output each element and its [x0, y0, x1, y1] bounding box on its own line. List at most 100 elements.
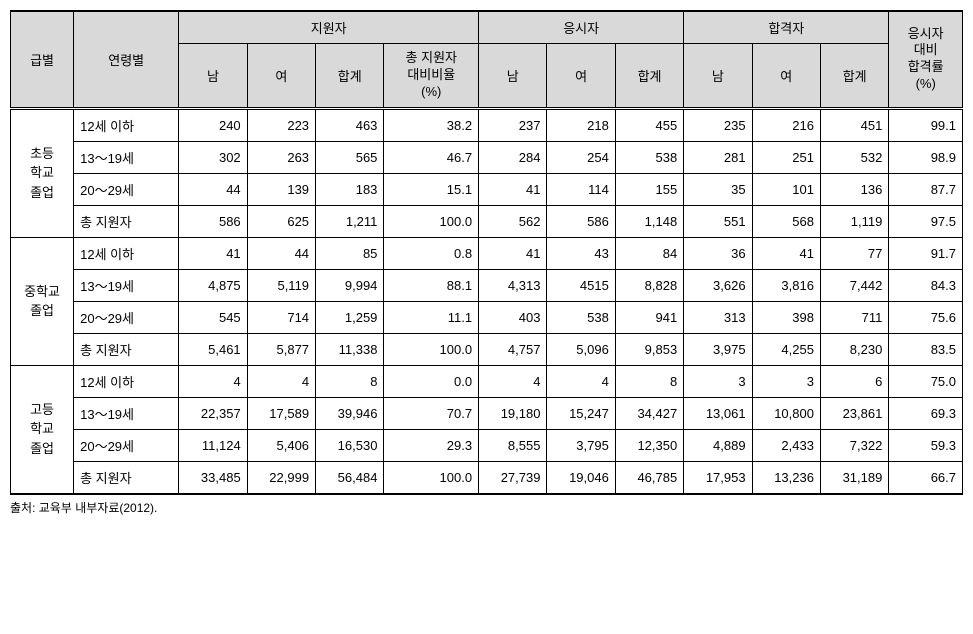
value-cell: 223	[247, 108, 315, 141]
table-row: 고등학교졸업12세 이하4480.044833675.0	[11, 365, 963, 397]
table-row: 13～19세30226356546.728425453828125153298.…	[11, 141, 963, 173]
value-cell: 586	[547, 205, 615, 237]
table-row: 총 지원자5,4615,87711,338100.04,7575,0969,85…	[11, 333, 963, 365]
value-cell: 4	[247, 365, 315, 397]
value-cell: 35	[684, 173, 752, 205]
value-cell: 44	[247, 237, 315, 269]
age-cell: 총 지원자	[74, 333, 179, 365]
value-cell: 8,555	[479, 429, 547, 461]
header-grade: 급별	[11, 11, 74, 108]
value-cell: 23,861	[820, 397, 888, 429]
value-cell: 263	[247, 141, 315, 173]
value-cell: 216	[752, 108, 820, 141]
value-cell: 403	[479, 301, 547, 333]
value-cell: 1,148	[615, 205, 683, 237]
value-cell: 941	[615, 301, 683, 333]
grade-cell: 중학교졸업	[11, 237, 74, 365]
value-cell: 2,433	[752, 429, 820, 461]
value-cell: 38.2	[384, 108, 479, 141]
value-cell: 302	[179, 141, 247, 173]
header-pass-rate: 응시자대비합격률(%)	[889, 11, 963, 108]
value-cell: 88.1	[384, 269, 479, 301]
header-ratio: 총 지원자대비비율(%)	[384, 44, 479, 109]
value-cell: 4,313	[479, 269, 547, 301]
header-pass-female: 여	[752, 44, 820, 109]
value-cell: 3	[752, 365, 820, 397]
value-cell: 70.7	[384, 397, 479, 429]
value-cell: 4,875	[179, 269, 247, 301]
value-cell: 565	[316, 141, 384, 173]
value-cell: 5,119	[247, 269, 315, 301]
header-exam-total: 합계	[615, 44, 683, 109]
age-cell: 총 지원자	[74, 461, 179, 494]
value-cell: 22,357	[179, 397, 247, 429]
value-cell: 75.0	[889, 365, 963, 397]
value-cell: 136	[820, 173, 888, 205]
value-cell: 56,484	[316, 461, 384, 494]
value-cell: 3,795	[547, 429, 615, 461]
value-cell: 254	[547, 141, 615, 173]
header-applicants: 지원자	[179, 11, 479, 44]
age-cell: 20～29세	[74, 173, 179, 205]
table-row: 초등학교졸업12세 이하24022346338.2237218455235216…	[11, 108, 963, 141]
value-cell: 538	[547, 301, 615, 333]
value-cell: 11,338	[316, 333, 384, 365]
age-cell: 13～19세	[74, 269, 179, 301]
value-cell: 91.7	[889, 237, 963, 269]
value-cell: 8	[316, 365, 384, 397]
value-cell: 538	[615, 141, 683, 173]
value-cell: 455	[615, 108, 683, 141]
header-pass-male: 남	[684, 44, 752, 109]
value-cell: 84.3	[889, 269, 963, 301]
value-cell: 155	[615, 173, 683, 205]
value-cell: 451	[820, 108, 888, 141]
table-row: 13～19세4,8755,1199,99488.14,31345158,8283…	[11, 269, 963, 301]
table-header: 급별 연령별 지원자 응시자 합격자 응시자대비합격률(%) 남 여 합계 총 …	[11, 11, 963, 108]
value-cell: 101	[752, 173, 820, 205]
value-cell: 4,889	[684, 429, 752, 461]
value-cell: 13,236	[752, 461, 820, 494]
table-row: 20～29세11,1245,40616,53029.38,5553,79512,…	[11, 429, 963, 461]
header-age: 연령별	[74, 11, 179, 108]
value-cell: 8,828	[615, 269, 683, 301]
data-table: 급별 연령별 지원자 응시자 합격자 응시자대비합격률(%) 남 여 합계 총 …	[10, 10, 963, 495]
value-cell: 463	[316, 108, 384, 141]
value-cell: 114	[547, 173, 615, 205]
value-cell: 711	[820, 301, 888, 333]
value-cell: 3	[684, 365, 752, 397]
value-cell: 313	[684, 301, 752, 333]
value-cell: 3,975	[684, 333, 752, 365]
header-app-male: 남	[179, 44, 247, 109]
value-cell: 568	[752, 205, 820, 237]
value-cell: 0.8	[384, 237, 479, 269]
value-cell: 41	[479, 237, 547, 269]
value-cell: 11,124	[179, 429, 247, 461]
value-cell: 46,785	[615, 461, 683, 494]
value-cell: 284	[479, 141, 547, 173]
value-cell: 5,461	[179, 333, 247, 365]
value-cell: 27,739	[479, 461, 547, 494]
value-cell: 4	[479, 365, 547, 397]
value-cell: 5,877	[247, 333, 315, 365]
value-cell: 7,322	[820, 429, 888, 461]
value-cell: 22,999	[247, 461, 315, 494]
value-cell: 44	[179, 173, 247, 205]
value-cell: 8	[615, 365, 683, 397]
value-cell: 98.9	[889, 141, 963, 173]
age-cell: 12세 이하	[74, 365, 179, 397]
source-citation: 출처: 교육부 내부자료(2012).	[10, 499, 963, 516]
value-cell: 8,230	[820, 333, 888, 365]
value-cell: 12,350	[615, 429, 683, 461]
value-cell: 75.6	[889, 301, 963, 333]
value-cell: 29.3	[384, 429, 479, 461]
value-cell: 1,119	[820, 205, 888, 237]
age-cell: 13～19세	[74, 141, 179, 173]
age-cell: 12세 이하	[74, 237, 179, 269]
value-cell: 33,485	[179, 461, 247, 494]
value-cell: 3,816	[752, 269, 820, 301]
value-cell: 99.1	[889, 108, 963, 141]
value-cell: 625	[247, 205, 315, 237]
value-cell: 235	[684, 108, 752, 141]
value-cell: 85	[316, 237, 384, 269]
value-cell: 100.0	[384, 333, 479, 365]
